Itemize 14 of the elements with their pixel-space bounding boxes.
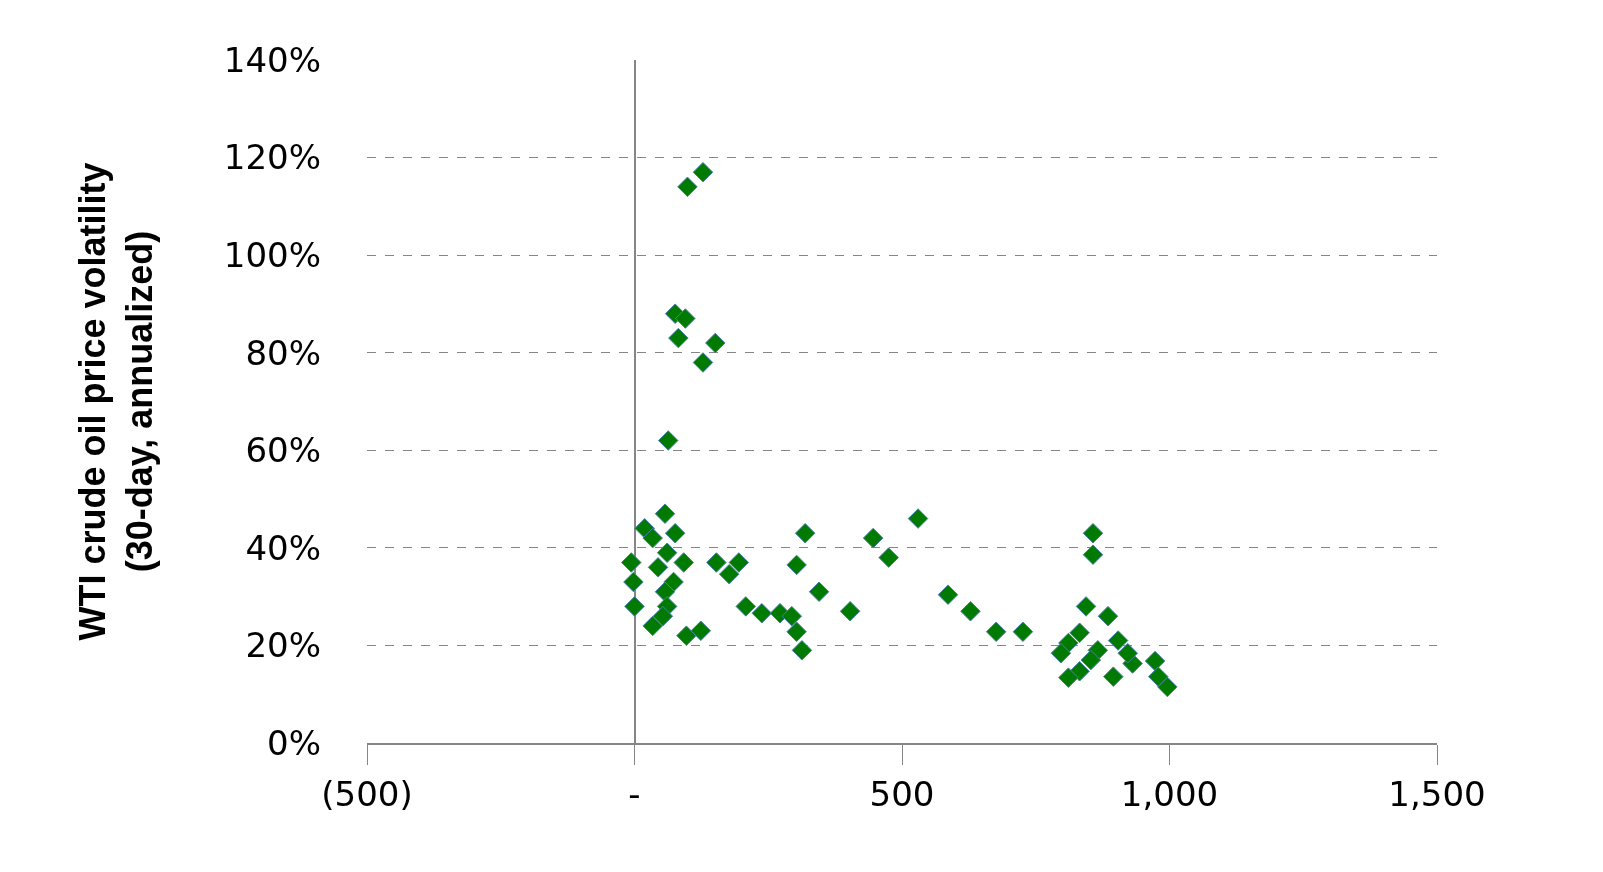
x-tick-label: 1,000 [1120, 773, 1219, 814]
y-tick-label: 0% [267, 722, 321, 763]
y-axis-title: WTI crude oil price volatility (30-day, annualized) [71, 162, 160, 641]
x-tick-label: - [628, 773, 641, 814]
y-tick-label: 60% [245, 430, 321, 471]
y-tick-label: 100% [223, 235, 321, 276]
y-tick-label: 40% [245, 527, 321, 568]
x-tick-label: 1,500 [1388, 773, 1486, 814]
y-tick-label: 80% [245, 332, 321, 373]
y-tick-label: 140% [223, 39, 321, 80]
y-tick-label: 120% [223, 137, 321, 178]
x-tick-label: 500 [869, 773, 935, 814]
y-tick-label: 20% [245, 625, 321, 666]
x-tick-label: (500) [321, 773, 413, 814]
